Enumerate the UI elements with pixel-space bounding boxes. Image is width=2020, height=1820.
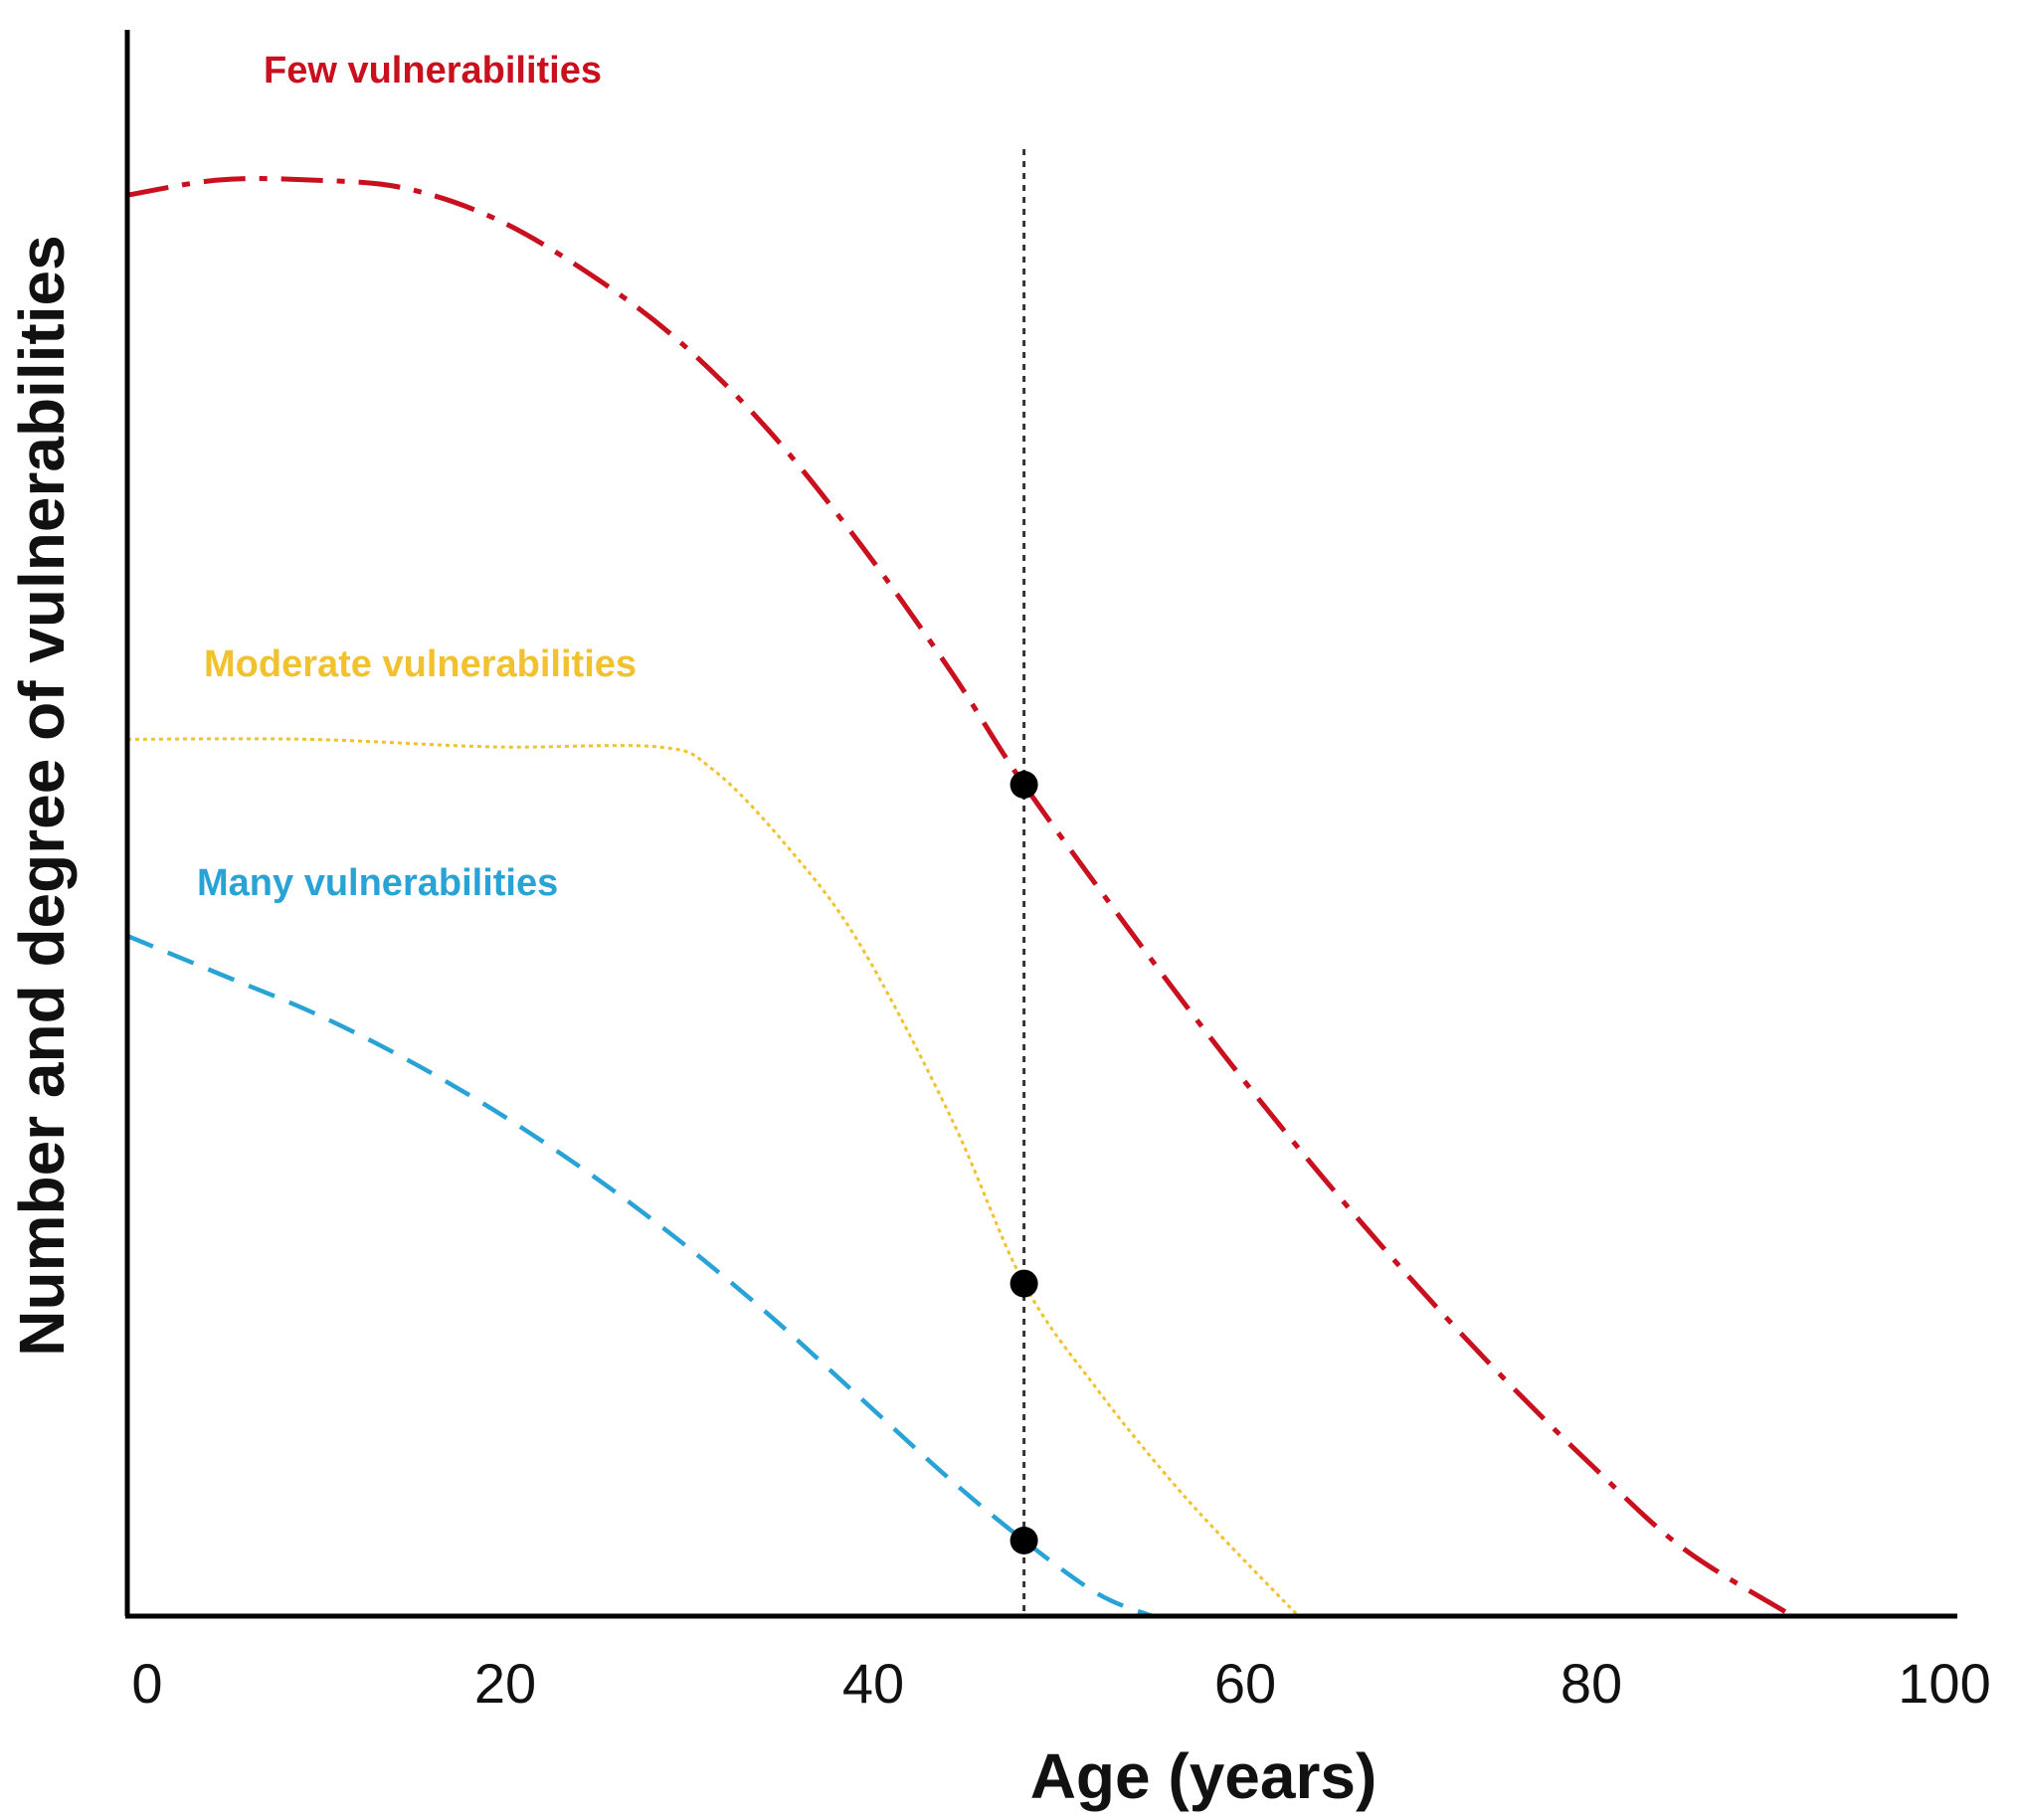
x-axis-title: Age (years): [1030, 1740, 1377, 1812]
series-line-many: [126, 933, 1154, 1619]
data-point-marker-many: [1010, 1527, 1038, 1554]
data-point-marker-few: [1010, 771, 1038, 799]
data-point-marker-moderate: [1010, 1269, 1038, 1298]
series-label-many: Many vulnerabilities: [197, 862, 558, 904]
series-line-moderate: [126, 737, 1300, 1618]
x-tick-label: 80: [1561, 1652, 1622, 1715]
x-tick-label: 60: [1214, 1652, 1276, 1715]
x-tick-label: 100: [1898, 1652, 1990, 1715]
x-tick-label: 0: [131, 1652, 162, 1715]
x-tick-label: 20: [474, 1652, 536, 1715]
y-axis-title: Number and degree of vulnerabilities: [6, 235, 78, 1356]
series-label-few: Few vulnerabilities: [264, 50, 602, 91]
x-tick-label: 40: [842, 1652, 904, 1715]
series-label-moderate: Moderate vulnerabilities: [204, 643, 637, 685]
series-line-few: [126, 176, 1794, 1619]
